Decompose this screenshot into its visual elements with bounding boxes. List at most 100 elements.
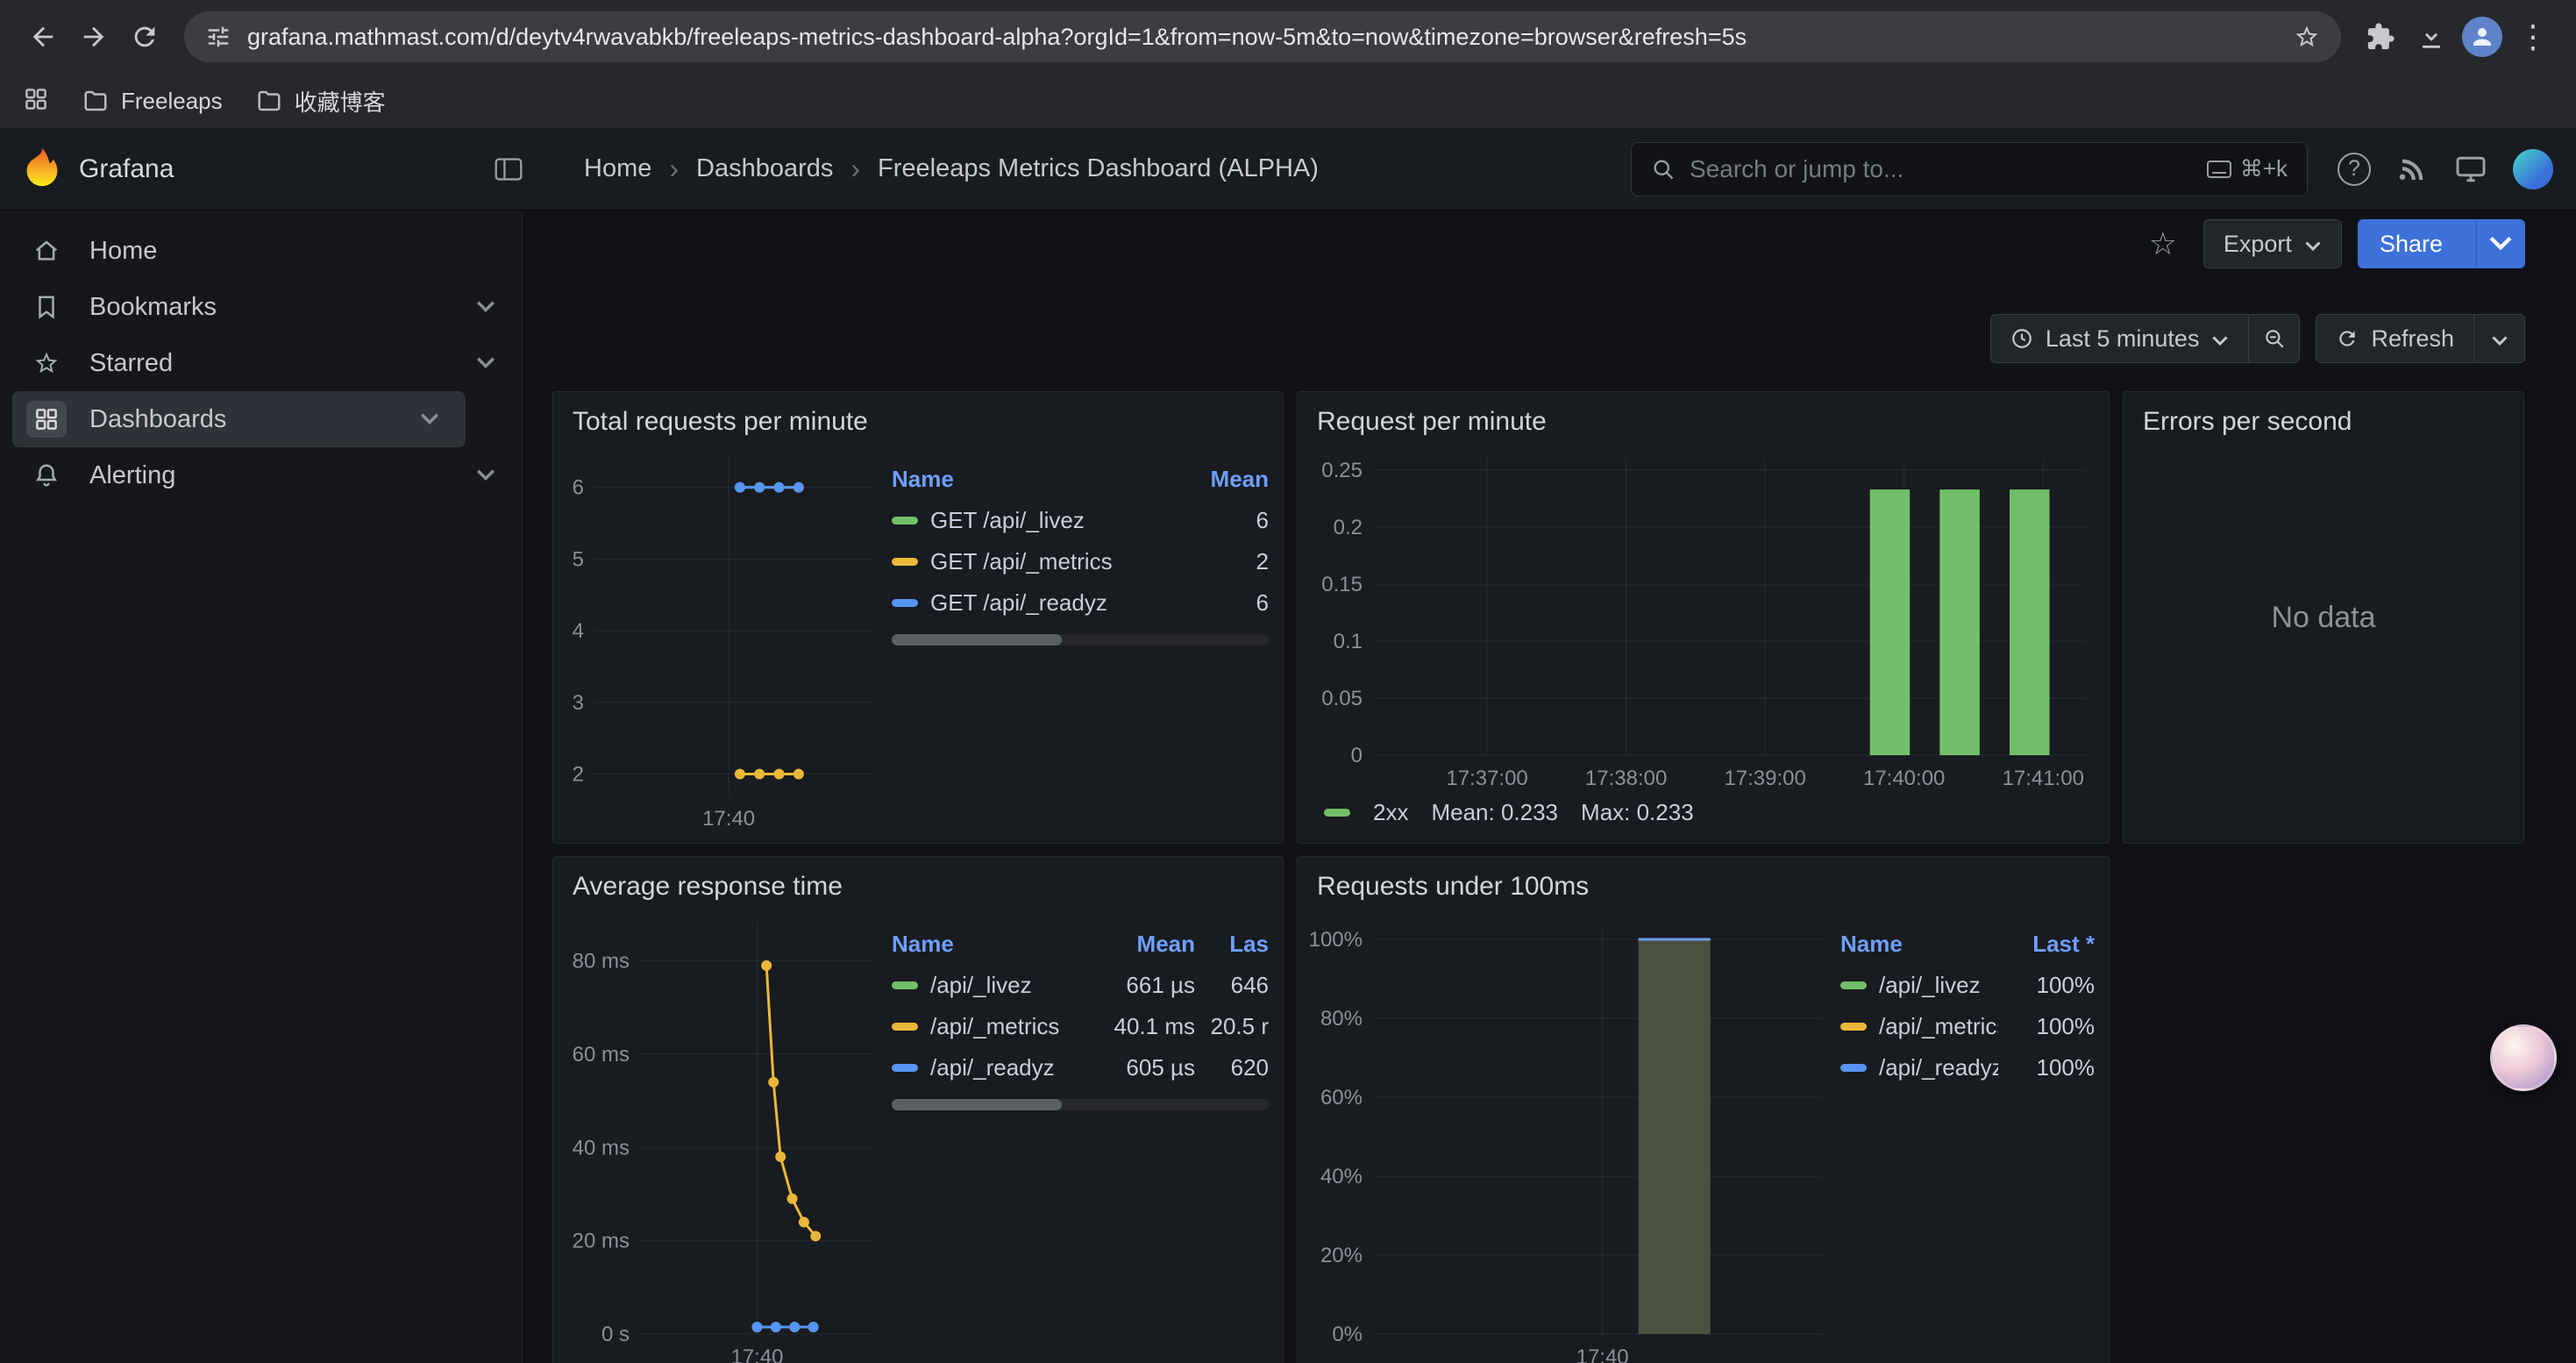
reload-button[interactable]	[119, 11, 170, 62]
breadcrumb-separator-icon: ›	[850, 153, 860, 185]
display-icon[interactable]	[2455, 153, 2487, 185]
legend-row[interactable]: /api/_readyz	[892, 1054, 1064, 1081]
bookmark-star-icon[interactable]	[2294, 24, 2320, 50]
chart-average-response-time[interactable]: 80 ms60 ms40 ms20 ms0 s17:40	[567, 910, 883, 1363]
sidebar-item-dashboards[interactable]: Dashboards	[12, 391, 466, 447]
svg-text:0 s: 0 s	[601, 1323, 630, 1346]
time-range-picker[interactable]: Last 5 minutes	[1990, 314, 2250, 363]
svg-text:80 ms: 80 ms	[573, 950, 630, 974]
series-swatch	[1840, 1023, 1867, 1031]
sidebar-item-starred[interactable]: Starred	[0, 335, 522, 391]
refresh-interval-button[interactable]	[2474, 314, 2525, 363]
url-bar[interactable]: grafana.mathmast.com/d/deytv4rwavabkb/fr…	[184, 11, 2341, 62]
share-button[interactable]: Share	[2359, 220, 2464, 268]
browser-menu-button[interactable]: ⋮	[2508, 11, 2558, 62]
sidebar-item-alerting[interactable]: Alerting	[0, 447, 522, 503]
series-swatch	[892, 599, 918, 607]
legend-value: 40.1 ms	[1064, 1013, 1195, 1040]
svg-text:2: 2	[573, 762, 584, 786]
browser-toolbar: grafana.mathmast.com/d/deytv4rwavabkb/fr…	[0, 0, 2576, 74]
dock-panel-icon	[495, 156, 523, 182]
breadcrumb: Home › Dashboards › Freeleaps Metrics Da…	[584, 153, 1319, 185]
chevron-down-icon[interactable]	[476, 301, 495, 313]
panel-requests-under-100ms: Requests under 100ms 100%80%60%40%20%0%1…	[1297, 856, 2110, 1363]
forward-button[interactable]	[68, 11, 119, 62]
chevron-down-icon[interactable]	[476, 357, 495, 369]
header-left: Grafana	[23, 148, 523, 190]
legend-scrollbar[interactable]	[892, 634, 1269, 646]
downloads-button[interactable]	[2406, 11, 2457, 62]
bookmark-folder-freeleaps[interactable]: Freeleaps	[82, 88, 223, 115]
site-settings-icon[interactable]	[205, 24, 231, 50]
refresh-group: Refresh	[2316, 314, 2525, 363]
extensions-button[interactable]	[2355, 11, 2406, 62]
scrollbar-thumb[interactable]	[892, 634, 1062, 646]
panel-title[interactable]: Average response time	[573, 871, 1269, 903]
svg-text:0.1: 0.1	[1334, 630, 1363, 653]
panel-title[interactable]: Request per minute	[1317, 406, 2095, 438]
bookmark-folder-blogs[interactable]: 收藏博客	[256, 85, 386, 118]
legend-row[interactable]: /api/_readyz	[1840, 1054, 1998, 1081]
legend-header-mean[interactable]: Mean	[1172, 466, 1269, 493]
svg-text:5: 5	[573, 547, 584, 571]
legend-header-last[interactable]: Las	[1195, 931, 1269, 958]
assistant-avatar[interactable]	[2490, 1024, 2557, 1091]
legend-table: Name Mean GET /api/_livez 6 GET /api/_me…	[883, 459, 1269, 832]
panel-title[interactable]: Total requests per minute	[573, 406, 1269, 438]
user-avatar[interactable]	[2513, 149, 2553, 189]
legend-row[interactable]: GET /api/_readyz	[892, 589, 1172, 617]
legend-header-last[interactable]: Last *	[1998, 931, 2095, 958]
sidebar-item-home[interactable]: Home	[0, 223, 522, 279]
panel-title[interactable]: Requests under 100ms	[1317, 871, 2095, 903]
chevron-down-icon[interactable]	[476, 469, 495, 482]
dashboards-grid-icon	[26, 401, 67, 438]
export-button[interactable]: Export	[2203, 219, 2342, 268]
legend-header-name[interactable]: Name	[892, 466, 1172, 493]
search-input[interactable]: Search or jump to... ⌘+k	[1631, 142, 2308, 196]
svg-text:17:40:00: 17:40:00	[1863, 767, 1945, 790]
chart-request-per-minute[interactable]: 0.250.20.150.10.05017:37:0017:38:0017:39…	[1312, 445, 2095, 792]
legend-row[interactable]: /api/_livez	[892, 972, 1064, 999]
favorite-star-button[interactable]: ☆	[2138, 219, 2188, 268]
legend-header-name[interactable]: Name	[1840, 931, 1998, 958]
series-swatch	[1840, 981, 1867, 989]
breadcrumb-dashboards[interactable]: Dashboards	[696, 154, 833, 183]
series-swatch	[1324, 809, 1350, 817]
legend-header-mean[interactable]: Mean	[1064, 931, 1195, 958]
time-controls: Last 5 minutes Refresh	[1990, 314, 2525, 363]
refresh-button[interactable]: Refresh	[2316, 314, 2474, 363]
legend-scrollbar[interactable]	[892, 1099, 1269, 1110]
news-rss-icon[interactable]	[2397, 153, 2429, 185]
bookmarks-bar: Freeleaps 收藏博客	[0, 74, 2576, 128]
browser-profile-button[interactable]	[2457, 11, 2508, 62]
legend-row[interactable]: GET /api/_livez	[892, 507, 1172, 534]
legend-value: 6	[1172, 589, 1269, 617]
share-menu-button[interactable]	[2476, 220, 2524, 268]
svg-text:20 ms: 20 ms	[573, 1230, 630, 1253]
bookmark-icon	[26, 289, 67, 325]
back-button[interactable]	[18, 11, 68, 62]
legend-row[interactable]: /api/_livez	[1840, 972, 1998, 999]
legend-value: 100%	[1998, 1013, 2095, 1040]
legend-series-label[interactable]: 2xx	[1373, 799, 1408, 826]
no-data-message: No data	[2124, 392, 2523, 843]
scrollbar-thumb[interactable]	[892, 1099, 1062, 1110]
mega-menu-toggle[interactable]	[495, 156, 523, 182]
chart-total-requests[interactable]: 6543217:40	[567, 445, 883, 832]
zoom-out-button[interactable]	[2249, 314, 2300, 363]
sidebar-item-label: Bookmarks	[89, 293, 217, 322]
chart-requests-under-100ms[interactable]: 100%80%60%40%20%0%17:40	[1312, 910, 1832, 1363]
sidebar-item-bookmarks[interactable]: Bookmarks	[0, 279, 522, 335]
legend-row[interactable]: /api/_metrics	[1840, 1013, 1998, 1040]
series-swatch	[892, 517, 918, 525]
apps-grid-icon[interactable]	[23, 86, 49, 117]
svg-text:17:40: 17:40	[1576, 1345, 1629, 1363]
legend-row[interactable]: GET /api/_metrics	[892, 548, 1172, 575]
svg-text:0%: 0%	[1332, 1323, 1363, 1346]
legend-row[interactable]: /api/_metrics	[892, 1013, 1064, 1040]
home-icon	[26, 232, 67, 269]
chevron-down-icon[interactable]	[420, 413, 439, 425]
legend-header-name[interactable]: Name	[892, 931, 1064, 958]
help-icon[interactable]: ?	[2338, 153, 2371, 186]
breadcrumb-home[interactable]: Home	[584, 154, 651, 183]
